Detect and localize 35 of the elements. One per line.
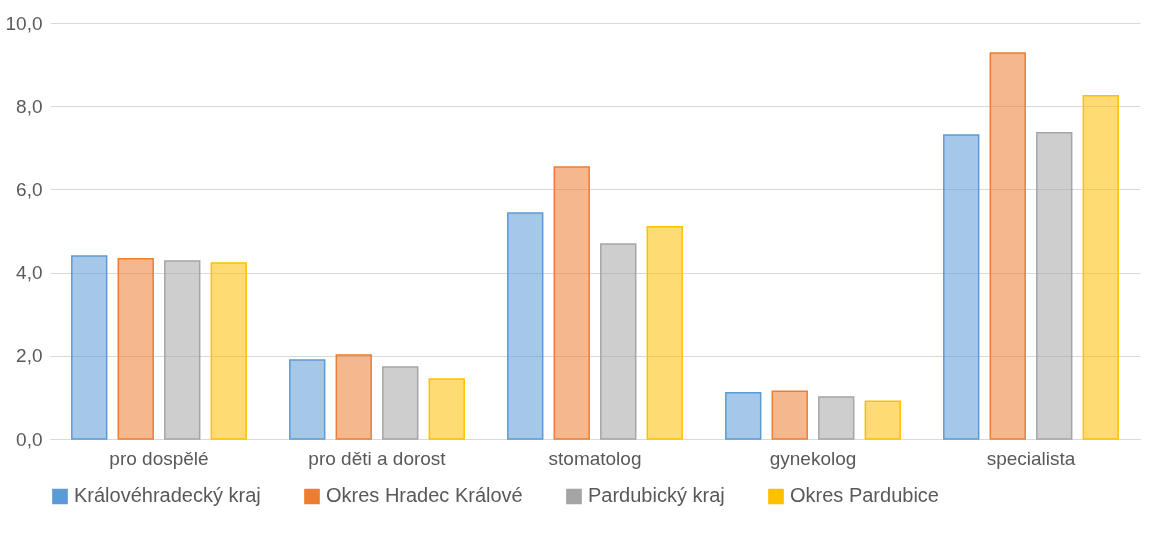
bar	[771, 390, 808, 440]
y-tick-label: 4,0	[16, 262, 43, 284]
bar	[117, 258, 154, 440]
bar	[382, 366, 419, 440]
bar	[1036, 132, 1073, 440]
bar	[428, 378, 465, 440]
y-tick-label: 8,0	[16, 95, 43, 117]
bar	[646, 226, 683, 440]
bar	[600, 243, 637, 440]
y-tick-label: 6,0	[16, 178, 43, 200]
bar	[210, 262, 247, 440]
bar	[943, 134, 980, 440]
bar	[335, 354, 372, 440]
bar	[164, 260, 201, 440]
legend-label: Královéhradecký kraj	[74, 484, 261, 507]
legend-label: Pardubický kraj	[588, 484, 725, 507]
y-tick-label: 2,0	[16, 345, 43, 367]
legend-label: Okres Hradec Králové	[326, 484, 523, 507]
legend-label: Okres Pardubice	[790, 484, 939, 507]
bar	[725, 392, 762, 440]
x-tick-label: stomatolog	[548, 447, 642, 469]
x-tick-label: specialista	[986, 447, 1076, 469]
x-tick-label: pro děti a dorost	[308, 447, 447, 469]
bar	[71, 255, 108, 440]
bar	[818, 396, 855, 440]
bar	[864, 400, 901, 440]
bar	[553, 166, 590, 440]
x-tick-label: pro dospělé	[109, 447, 209, 469]
y-tick-label: 0,0	[16, 428, 43, 450]
bar	[989, 52, 1026, 440]
y-tick-label: 10,0	[5, 12, 43, 34]
bar	[289, 359, 326, 440]
bar	[1082, 95, 1119, 440]
bar	[507, 212, 544, 440]
x-tick-label: gynekolog	[769, 447, 857, 469]
